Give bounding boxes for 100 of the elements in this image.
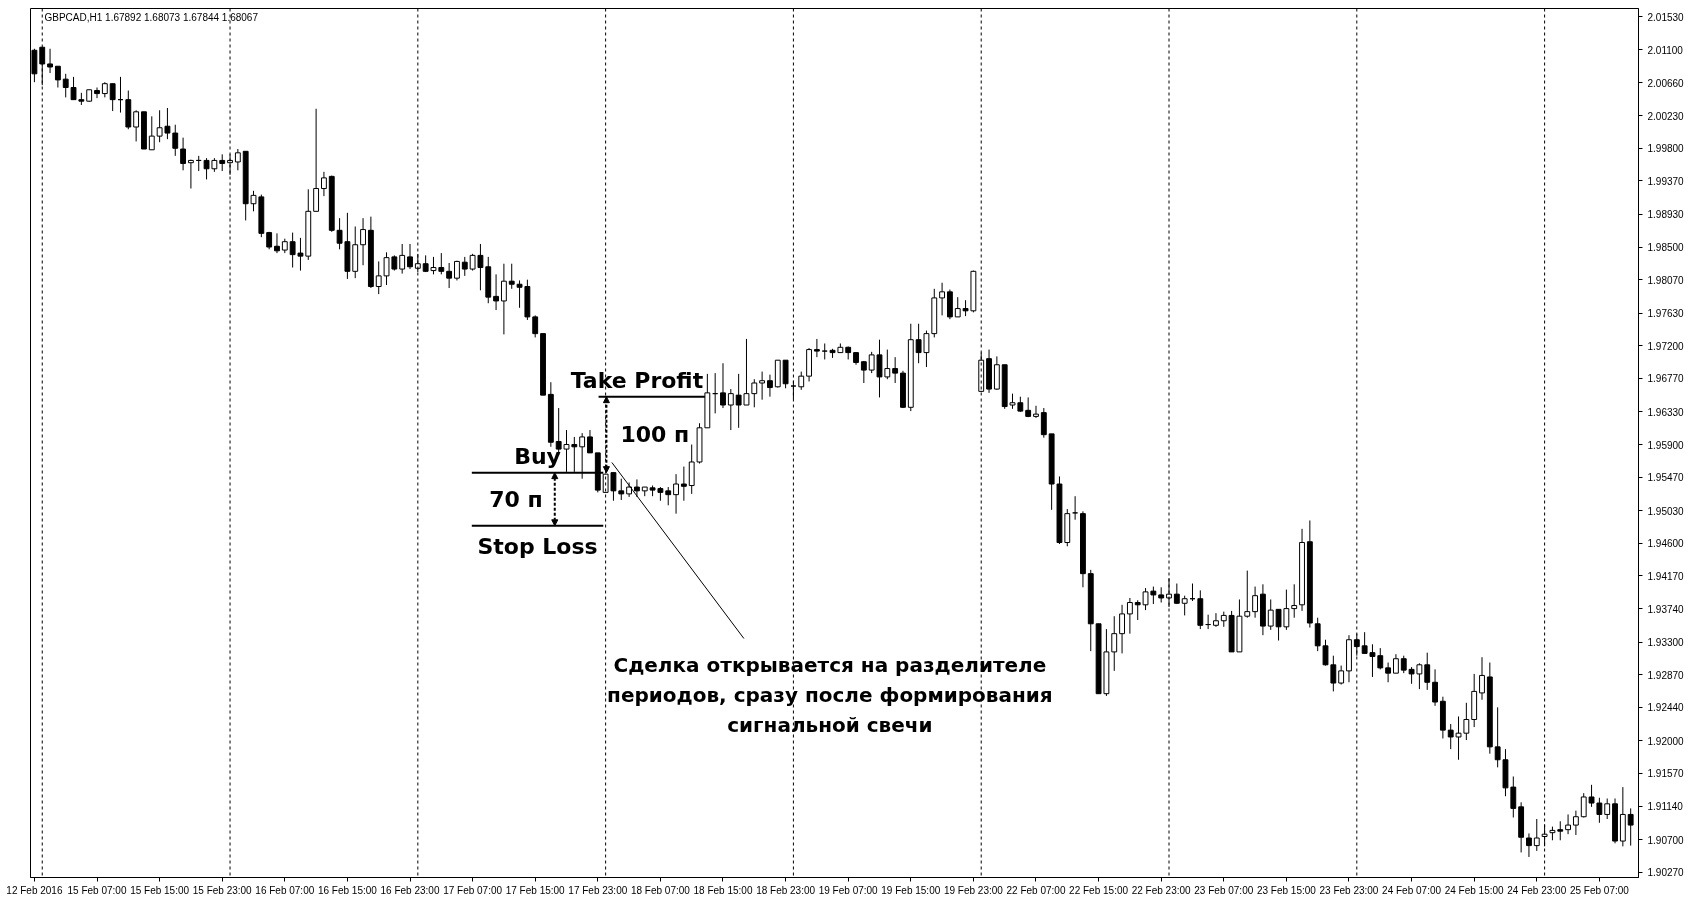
y-tick-label: 2.01530 [1647, 11, 1685, 23]
x-tick-label: 15 Feb 07:00 [67, 884, 127, 896]
candlestick [1322, 639, 1329, 667]
y-tick-label: 1.93740 [1647, 603, 1685, 615]
candlestick [1338, 665, 1345, 686]
candlestick [1479, 656, 1485, 701]
candlestick [1596, 797, 1603, 824]
candlestick [375, 260, 382, 295]
x-tick-label: 19 Feb 07:00 [818, 884, 879, 896]
x-tick-label: 24 Feb 23:00 [1507, 884, 1567, 896]
candlestick [234, 148, 241, 171]
candlestick [461, 256, 468, 277]
candlestick [1040, 407, 1047, 439]
candlestick [587, 429, 593, 454]
candlestick [759, 371, 766, 401]
candlestick [634, 478, 640, 498]
x-tick-label: 24 Feb 15:00 [1444, 884, 1505, 896]
candlestick [1565, 813, 1571, 835]
y-tick-label: 1.94170 [1647, 570, 1685, 582]
candlestick [109, 83, 116, 112]
y-tick-label: 1.91140 [1647, 801, 1684, 813]
chart-title: GBPCAD,H1 1.67892 1.68073 1.67844 1.68067 [44, 11, 259, 23]
x-tick-label: 25 Feb 07:00 [1569, 884, 1630, 896]
candlestick [665, 486, 672, 506]
x-tick-label: 16 Feb 15:00 [317, 884, 378, 896]
candlestick [360, 217, 366, 266]
x-tick-label: 18 Feb 23:00 [756, 884, 816, 896]
candlestick [1314, 617, 1321, 652]
y-tick-label: 1.90700 [1647, 834, 1685, 846]
y-tick-label: 1.92440 [1647, 702, 1685, 714]
x-tick-label: 17 Feb 15:00 [505, 884, 566, 896]
y-tick-label: 1.98930 [1647, 209, 1685, 221]
x-tick-label: 18 Feb 07:00 [630, 884, 691, 896]
candlestick [1126, 597, 1133, 635]
candlestick [1494, 706, 1501, 768]
candlestick [47, 48, 53, 74]
candlestick [187, 159, 194, 190]
y-tick-label: 1.92870 [1647, 669, 1685, 681]
candlestick [1072, 495, 1079, 521]
annotation: 70 п [489, 486, 543, 512]
x-tick-label: 19 Feb 15:00 [881, 884, 941, 896]
y-tick-label: 1.99370 [1647, 175, 1685, 187]
candlestick [1572, 810, 1579, 836]
candlestick [54, 65, 61, 88]
candlestick [1385, 662, 1392, 683]
candlestick [407, 243, 413, 270]
ref-line-label: Buy [514, 443, 561, 469]
candlestick [321, 171, 327, 197]
candlestick [274, 232, 280, 254]
y-tick-label: 1.96330 [1647, 406, 1685, 418]
candlestick [1627, 807, 1634, 847]
candlestick [680, 466, 687, 502]
candlestick [673, 473, 679, 515]
annotation: 100 п [620, 422, 690, 448]
y-tick-label: 1.99800 [1647, 143, 1685, 155]
candlestick [1604, 798, 1611, 820]
x-tick-label: 23 Feb 15:00 [1256, 884, 1317, 896]
candlestick [767, 374, 773, 398]
candlestick [313, 108, 320, 212]
candlestick [1463, 702, 1470, 741]
x-tick-label: 23 Feb 07:00 [1194, 884, 1254, 896]
y-tick-label: 1.91570 [1647, 768, 1685, 780]
y-tick-label: 1.95030 [1647, 505, 1685, 517]
x-tick-label: 17 Feb 07:00 [443, 884, 503, 896]
y-tick-label: 1.95900 [1647, 439, 1685, 451]
annotation: Сделка открывается на разделителе периодов, сразу после формирования сигнальной свечи [607, 652, 1053, 737]
candlestick [1432, 668, 1438, 707]
candlestick [1533, 818, 1540, 852]
y-tick-label: 1.94600 [1647, 538, 1685, 550]
y-tick-label: 1.93300 [1647, 637, 1685, 649]
candlestick [798, 371, 805, 391]
candlestick [532, 314, 539, 338]
y-tick-label: 2.00230 [1647, 110, 1685, 122]
candlestick [727, 388, 734, 431]
candlestick [1111, 615, 1118, 672]
candlestick [94, 87, 100, 99]
candlestick [1252, 586, 1259, 619]
candlestick [751, 378, 758, 408]
y-tick-label: 1.98070 [1647, 274, 1685, 286]
x-tick-label: 22 Feb 23:00 [1131, 884, 1192, 896]
ref-line-label: Take Profit [570, 367, 704, 393]
candlestick [1424, 652, 1431, 691]
y-tick-label: 1.98500 [1647, 242, 1685, 254]
x-tick-label: 16 Feb 23:00 [380, 884, 440, 896]
candlestick [500, 263, 507, 335]
candlestick [813, 338, 820, 358]
candlestick [399, 243, 406, 275]
y-tick-label: 2.01100 [1647, 44, 1684, 56]
candlestick [1526, 832, 1532, 858]
x-tick-label: 19 Feb 23:00 [943, 884, 1004, 896]
y-tick-label: 1.97200 [1647, 340, 1685, 352]
candlestick [1330, 655, 1337, 692]
candlestick [446, 262, 453, 289]
candlestick [493, 273, 499, 311]
x-tick-label: 23 Feb 23:00 [1319, 884, 1379, 896]
candlestick [1291, 583, 1298, 619]
candlestick [618, 478, 625, 501]
x-tick-label: 12 Feb 2016 [6, 884, 63, 896]
x-tick-label: 24 Feb 07:00 [1382, 884, 1442, 896]
candlestick [1033, 405, 1039, 419]
